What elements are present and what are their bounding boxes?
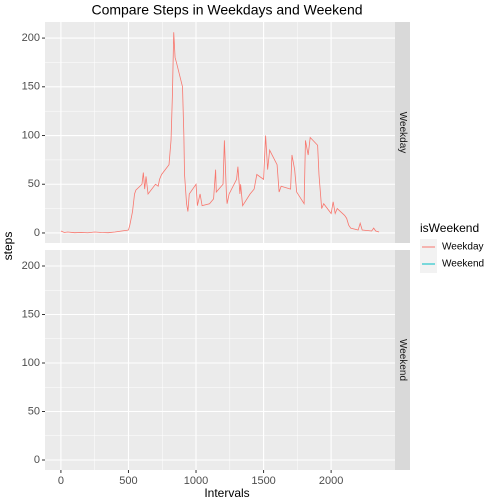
panel-background (45, 22, 395, 243)
legend-label: Weekend (442, 259, 484, 270)
x-tick-label: 0 (58, 475, 64, 487)
data-line (60, 32, 380, 234)
chart-title: Compare Steps in Weekdays and Weekend (91, 2, 362, 18)
legend-title: isWeekend (420, 221, 479, 235)
y-tick-label: 100 (22, 357, 40, 369)
facet-strip (395, 22, 410, 243)
y-tick-label: 200 (22, 260, 40, 272)
x-tick-label: 1500 (251, 475, 275, 487)
panel-background (45, 250, 395, 470)
y-tick-label: 50 (28, 405, 40, 417)
y-tick-label: 100 (22, 129, 40, 141)
x-tick-label: 2000 (319, 475, 343, 487)
y-tick-label: 150 (22, 81, 40, 93)
facet-strip (395, 250, 410, 470)
x-axis-label: Intervals (204, 486, 249, 500)
x-tick-label: 1000 (184, 475, 208, 487)
y-tick-label: 150 (22, 308, 40, 320)
legend-label: Weekday (442, 242, 484, 253)
y-axis-label: steps (1, 232, 15, 261)
y-tick-label: 50 (28, 178, 40, 190)
facet-label: Weekend (397, 339, 408, 381)
facet-label: Weekday (397, 112, 408, 154)
y-tick-label: 0 (34, 454, 40, 466)
x-tick-label: 500 (119, 475, 137, 487)
y-tick-label: 0 (34, 227, 40, 239)
y-tick-label: 200 (22, 32, 40, 44)
